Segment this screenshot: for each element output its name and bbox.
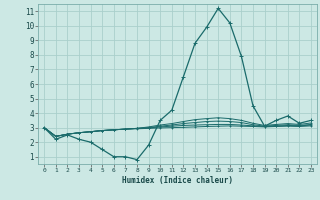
X-axis label: Humidex (Indice chaleur): Humidex (Indice chaleur) <box>122 176 233 185</box>
